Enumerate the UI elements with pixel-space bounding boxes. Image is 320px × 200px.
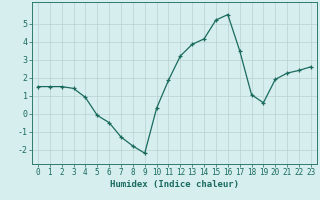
- X-axis label: Humidex (Indice chaleur): Humidex (Indice chaleur): [110, 180, 239, 189]
